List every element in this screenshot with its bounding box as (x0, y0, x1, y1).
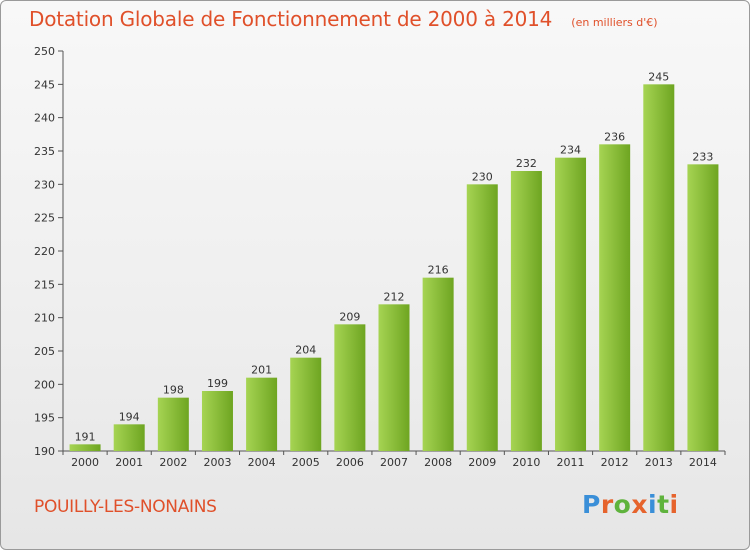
bar (113, 424, 145, 451)
bar (555, 157, 587, 451)
data-label: 216 (428, 264, 449, 277)
data-label: 199 (207, 377, 228, 390)
logo-letter: x (631, 490, 648, 519)
x-tick-label: 2014 (689, 456, 717, 469)
chart-unit: (en milliers d'€) (571, 16, 658, 29)
data-label: 191 (75, 430, 96, 443)
data-label: 233 (692, 150, 713, 163)
data-label: 230 (472, 170, 493, 183)
x-tick-label: 2008 (424, 456, 452, 469)
y-tick-label: 230 (34, 178, 55, 191)
axes: 190 195 200 205 210 215 220 225 230 235 240 245 250 2… (34, 45, 726, 469)
logo-letter: o (613, 490, 632, 519)
y-tick-label: 240 (34, 112, 55, 125)
logo-letter: P (582, 490, 601, 519)
bar (201, 391, 233, 451)
x-tick-label: 2005 (292, 456, 320, 469)
data-label: 198 (163, 384, 184, 397)
x-tick-label: 2009 (468, 456, 496, 469)
x-tick-label: 2000 (71, 456, 99, 469)
x-tick-label: 2006 (336, 456, 364, 469)
data-label: 234 (560, 144, 581, 157)
logo-letter: i (669, 490, 679, 519)
bar (290, 357, 322, 451)
data-label: 209 (339, 310, 360, 323)
commune-name: POUILLY-LES-NONAINS (34, 497, 217, 517)
x-tick-label: 2012 (601, 456, 629, 469)
data-label: 201 (251, 364, 272, 377)
chart-title-block: Dotation Globale de Fonctionnement de 20… (29, 7, 658, 31)
bar (422, 277, 454, 451)
x-tick-label: 2010 (512, 456, 540, 469)
bar (69, 444, 101, 451)
x-tick-label: 2007 (380, 456, 408, 469)
bar (687, 164, 719, 452)
y-tick-label: 250 (34, 45, 55, 58)
logo-letter: i (648, 490, 658, 519)
logo-letter: t (657, 490, 670, 519)
data-label: 236 (604, 130, 625, 143)
data-label: 232 (516, 157, 537, 170)
data-label: 245 (648, 70, 669, 83)
y-tick-label: 200 (34, 378, 55, 391)
y-tick-label: 245 (34, 78, 55, 91)
bar (157, 397, 189, 451)
bar (334, 324, 366, 451)
proxiti-logo[interactable]: Proxiti (582, 490, 679, 520)
y-tick-label: 225 (34, 212, 55, 225)
data-label: 204 (295, 344, 316, 357)
y-tick-label: 210 (34, 312, 55, 325)
x-tick-label: 2002 (159, 456, 187, 469)
data-labels: 191 194 198 199 201 204 209 212 216 230 232 234 236 2… (75, 70, 714, 443)
bar (246, 377, 278, 451)
x-tick-label: 2013 (645, 456, 673, 469)
y-tick-label: 235 (34, 145, 55, 158)
bar (466, 184, 498, 452)
data-label: 212 (384, 290, 405, 303)
x-tick-label: 2011 (557, 456, 585, 469)
x-tick-label: 2004 (248, 456, 276, 469)
chart-title: Dotation Globale de Fonctionnement de 20… (29, 7, 553, 31)
y-tick-label: 215 (34, 278, 55, 291)
y-tick-label: 205 (34, 345, 55, 358)
bar (510, 171, 542, 451)
bar (599, 144, 631, 452)
data-label: 194 (119, 410, 140, 423)
bars (69, 84, 719, 452)
logo-letter: r (600, 490, 614, 519)
y-tick-label: 190 (34, 445, 55, 458)
y-tick-label: 220 (34, 245, 55, 258)
x-tick-label: 2001 (115, 456, 143, 469)
bar (378, 304, 410, 451)
y-tick-label: 195 (34, 412, 55, 425)
x-tick-label: 2003 (203, 456, 231, 469)
bar (643, 84, 675, 451)
